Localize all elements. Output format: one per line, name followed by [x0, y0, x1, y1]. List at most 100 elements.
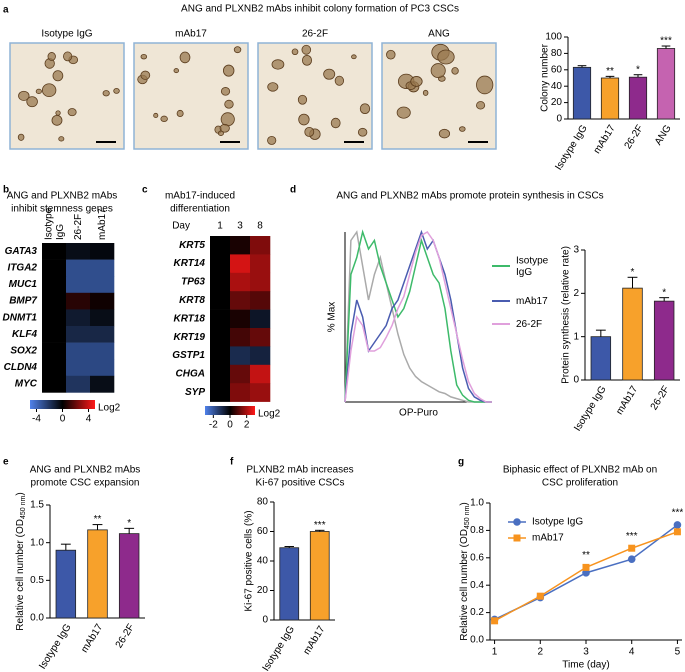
y-tick-label: 40 [257, 556, 269, 567]
heatmap-cell [210, 291, 231, 310]
y-axis-label-sub: 450 nm [20, 495, 27, 519]
x-tick-label: 5 [675, 647, 681, 658]
significance: * [631, 267, 635, 278]
colony [52, 70, 64, 82]
heatmap-cell [250, 328, 271, 347]
y-axis-label: Relative cell number (OD450 nm) [459, 502, 472, 640]
colony [476, 75, 494, 95]
micrograph [133, 42, 249, 150]
colony [267, 135, 277, 145]
point [582, 563, 590, 571]
legend-marker [513, 518, 521, 526]
y-tick-label: 20 [551, 97, 563, 108]
heatmap-cell [42, 326, 67, 343]
y-axis-label-sub: 450 nm [464, 505, 471, 529]
colony [153, 112, 159, 119]
row-label: KRT5 [179, 240, 205, 251]
y-tick-label: 100 [545, 32, 562, 43]
heatmap-cell [90, 342, 115, 360]
heatmap-cell [210, 254, 231, 274]
colorbar [30, 400, 95, 409]
heatmap-cell [42, 342, 67, 360]
y-tick-label: 40 [551, 81, 563, 92]
colony [476, 101, 486, 110]
bar [656, 48, 676, 120]
chart-title: ANG and PLXNB2 mAbs promote protein synt… [336, 191, 603, 202]
y-tick-label: 60 [257, 526, 269, 537]
heatmap-cell [250, 272, 271, 292]
heatmap-cell [250, 309, 271, 329]
significance: *** [672, 508, 684, 519]
row-label: MUC1 [9, 279, 38, 290]
text-line: 26-2F [516, 319, 542, 330]
heatmap-cell [230, 272, 251, 292]
y-axis-label: Colony number [540, 43, 551, 111]
column-label: mAb17 [97, 208, 108, 240]
y-axis-label-text: Relative cell number (OD [15, 519, 26, 631]
heatmap-cell [250, 364, 271, 384]
heatmap-cell [230, 254, 251, 274]
row-label: GATA3 [5, 246, 38, 257]
point [491, 617, 499, 625]
y-tick-label: 1.5 [30, 500, 44, 511]
colony [58, 136, 65, 142]
heatmap-cell [66, 342, 91, 360]
colony [267, 82, 279, 92]
significance: *** [314, 520, 326, 531]
x-tick-label: 1 [492, 647, 498, 658]
legend-label: 26-2F [516, 319, 542, 330]
y-tick-label: 3 [573, 245, 579, 256]
chart-title: ANG and PLXNB2 mAbs inhibit colony forma… [181, 4, 459, 15]
text-line: IgG [516, 267, 532, 278]
heatmap-cell [250, 346, 271, 366]
row-label: KRT18 [174, 313, 206, 324]
chart-title: PLXNB2 mAb increases [246, 465, 353, 476]
colony [224, 99, 234, 109]
colony [410, 76, 423, 87]
text-line: Isotype [516, 255, 551, 266]
colorbar-tick-label: -4 [32, 414, 41, 425]
colony [301, 44, 312, 55]
colony [422, 89, 429, 96]
chart-title: Biphasic effect of PLXNB2 mAb on [503, 465, 657, 476]
row-label: DNMT1 [3, 312, 38, 323]
text-line: IgG [55, 224, 66, 240]
colony [113, 88, 120, 94]
x-tick-label: 26-2F [649, 384, 672, 412]
heatmap-cell [90, 309, 115, 327]
heatmap-cell [66, 292, 91, 310]
column-label: 26-2F [73, 214, 84, 240]
panel-label: b [3, 185, 9, 196]
chart-title: mAb17-induced [165, 191, 235, 202]
colony [47, 52, 56, 61]
heatmap-cell [250, 383, 271, 402]
legend-marker [513, 534, 521, 542]
image-label: 26-2F [302, 29, 328, 40]
colony [438, 128, 451, 139]
point [536, 592, 544, 600]
heatmap-cell [230, 236, 251, 255]
image-label: mAb17 [175, 29, 207, 40]
heatmap-cell [230, 383, 251, 402]
panel-label: g [458, 457, 464, 468]
significance: * [636, 64, 640, 75]
heatmap-cell [210, 346, 231, 366]
colony [51, 114, 63, 126]
row-label: KRT8 [179, 295, 205, 306]
y-tick-label: 0.0 [30, 613, 44, 624]
row-label: ITGA2 [8, 263, 38, 274]
y-axis-label: Ki-67 positive cells (%) [244, 510, 255, 611]
y-tick-label: 1 [573, 331, 579, 342]
colony [330, 117, 341, 129]
colony [220, 87, 231, 96]
row-label: GSTP1 [172, 350, 205, 361]
row-label: TP63 [181, 277, 205, 288]
bar [279, 547, 300, 621]
x-tick-label: 26-2F [114, 622, 137, 650]
y-axis-label-tail: ) [15, 492, 26, 495]
heatmap-cell [66, 309, 91, 327]
heatmap-cell [250, 236, 271, 255]
significance: ** [606, 66, 614, 77]
y-tick-label: 0 [262, 615, 268, 626]
bar [590, 336, 612, 381]
